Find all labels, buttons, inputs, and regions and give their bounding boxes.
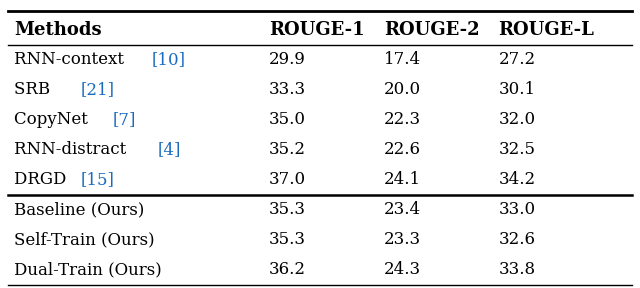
Text: 33.0: 33.0 xyxy=(499,201,536,218)
Text: 32.0: 32.0 xyxy=(499,111,536,128)
Text: 20.0: 20.0 xyxy=(384,81,421,98)
Text: 23.4: 23.4 xyxy=(384,201,421,218)
Text: 29.9: 29.9 xyxy=(269,51,306,68)
Text: 24.1: 24.1 xyxy=(384,171,421,188)
Text: CopyNet: CopyNet xyxy=(14,111,93,128)
Text: 35.3: 35.3 xyxy=(269,201,306,218)
Text: 24.3: 24.3 xyxy=(384,261,421,278)
Text: Self-Train (Ours): Self-Train (Ours) xyxy=(14,231,155,248)
Text: SRB: SRB xyxy=(14,81,56,98)
Text: 35.0: 35.0 xyxy=(269,111,306,128)
Text: [4]: [4] xyxy=(157,141,181,158)
Text: [15]: [15] xyxy=(81,171,115,188)
Text: 30.1: 30.1 xyxy=(499,81,536,98)
Text: RNN-context: RNN-context xyxy=(14,51,129,68)
Text: 22.6: 22.6 xyxy=(384,141,420,158)
Text: [21]: [21] xyxy=(81,81,115,98)
Text: 35.3: 35.3 xyxy=(269,231,306,248)
Text: Baseline (Ours): Baseline (Ours) xyxy=(14,201,145,218)
Text: 33.8: 33.8 xyxy=(499,261,536,278)
Text: ROUGE-1: ROUGE-1 xyxy=(269,21,365,39)
Text: 36.2: 36.2 xyxy=(269,261,306,278)
Text: 32.5: 32.5 xyxy=(499,141,536,158)
Text: [7]: [7] xyxy=(113,111,136,128)
Text: 23.3: 23.3 xyxy=(384,231,421,248)
Text: 33.3: 33.3 xyxy=(269,81,306,98)
Text: 27.2: 27.2 xyxy=(499,51,536,68)
Text: 32.6: 32.6 xyxy=(499,231,536,248)
Text: 17.4: 17.4 xyxy=(384,51,421,68)
Text: ROUGE-2: ROUGE-2 xyxy=(384,21,479,39)
Text: DRGD: DRGD xyxy=(14,171,72,188)
Text: 22.3: 22.3 xyxy=(384,111,421,128)
Text: Dual-Train (Ours): Dual-Train (Ours) xyxy=(14,261,162,278)
Text: RNN-distract: RNN-distract xyxy=(14,141,132,158)
Text: 34.2: 34.2 xyxy=(499,171,536,188)
Text: 35.2: 35.2 xyxy=(269,141,306,158)
Text: Methods: Methods xyxy=(14,21,102,39)
Text: 37.0: 37.0 xyxy=(269,171,306,188)
Text: ROUGE-L: ROUGE-L xyxy=(499,21,595,39)
Text: [10]: [10] xyxy=(151,51,185,68)
